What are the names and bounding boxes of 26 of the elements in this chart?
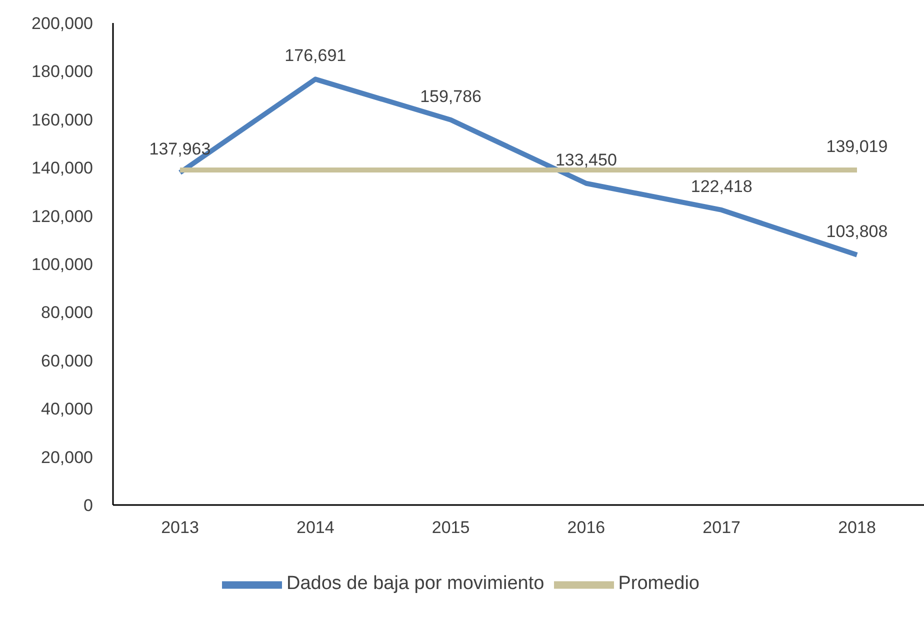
- y-tick-label: 40,000: [41, 400, 93, 419]
- y-tick-label: 100,000: [32, 255, 93, 274]
- legend-label: Dados de baja por movimiento: [286, 573, 544, 594]
- data-label: 176,691: [284, 46, 346, 66]
- x-tick-label: 2016: [567, 518, 606, 538]
- y-tick-label: 20,000: [41, 448, 93, 467]
- data-label: 137,963: [149, 140, 211, 159]
- data-label: 133,450: [555, 150, 617, 170]
- y-tick-label: 120,000: [32, 206, 93, 226]
- y-tick-label: 160,000: [32, 110, 93, 130]
- x-tick-label: 2014: [296, 518, 334, 538]
- data-label: 159,786: [420, 86, 482, 106]
- x-tick-label: 2015: [432, 518, 470, 538]
- y-tick-label: 60,000: [41, 351, 93, 370]
- data-label: 103,808: [826, 222, 888, 241]
- y-tick-label: 200,000: [32, 14, 93, 34]
- y-tick-label: 140,000: [32, 158, 93, 178]
- data-label: 122,418: [690, 176, 752, 196]
- y-tick-label: 80,000: [41, 303, 93, 322]
- data-label: 139,019: [826, 136, 888, 156]
- y-tick-label: 0: [84, 496, 93, 516]
- y-tick-label: 180,000: [32, 62, 93, 82]
- x-tick-label: 2018: [838, 518, 876, 538]
- legend-label: Promedio: [618, 573, 700, 594]
- x-tick-label: 2013: [161, 518, 199, 538]
- x-tick-label: 2017: [702, 518, 741, 538]
